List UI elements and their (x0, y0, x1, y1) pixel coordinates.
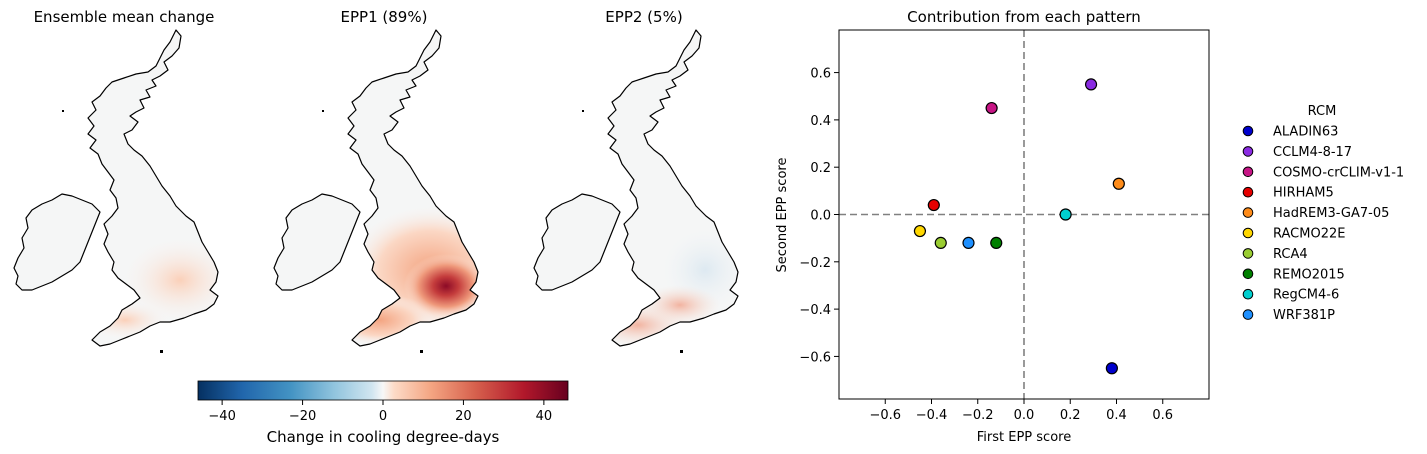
point-wrf381p (962, 236, 975, 249)
point-racmo22e (913, 224, 927, 238)
legend-marker (1242, 248, 1254, 259)
legend-label: WRF381P (1273, 308, 1335, 323)
y-tick-label: 0.0 (810, 209, 831, 224)
point-rca4 (934, 236, 947, 249)
legend-item: WRF381P (1242, 308, 1335, 323)
legend-label: RACMO22E (1273, 227, 1345, 242)
legend-marker (1242, 309, 1254, 320)
isles-of-scilly (420, 350, 423, 353)
point-regcm4-6 (1059, 208, 1072, 221)
x-tick-label: −0.4 (916, 408, 948, 423)
legend-item: ALADIN63 (1242, 125, 1338, 140)
legend-label: HIRHAM5 (1273, 186, 1334, 201)
ireland-shape (274, 194, 360, 290)
legend-label: RegCM4-6 (1273, 288, 1339, 303)
ireland-shape (14, 194, 100, 290)
legend-label: REMO2015 (1273, 267, 1345, 282)
legend-label: CCLM4-8-17 (1273, 145, 1352, 160)
y-tick-label: 0.6 (810, 67, 831, 82)
legend-item: HadREM3-GA7-05 (1242, 206, 1389, 221)
colorbar-tick-label: −20 (289, 409, 316, 424)
scatter-points (913, 78, 1125, 375)
great-britain-coastline (347, 29, 479, 347)
legend-marker (1242, 207, 1254, 218)
y-tick-label: −0.6 (799, 350, 831, 365)
colorbar-ticks: −40 −20 0 20 40 (208, 400, 552, 424)
legend-item: COSMO-crCLIM-v1-1 (1242, 165, 1404, 180)
legend-marker (1242, 288, 1254, 300)
ireland-coastline (533, 193, 621, 291)
legend-title: RCM (1308, 104, 1337, 119)
small-island (322, 110, 324, 112)
colorbar-tick-label: 20 (455, 409, 472, 424)
small-island (62, 110, 64, 112)
legend: RCM ALADIN63 CCLM4-8-17 COSMO-crCLIM-v1-1 H… (1242, 104, 1404, 323)
map-title: Ensemble mean change (34, 8, 215, 26)
x-tick-label: 0.2 (1060, 408, 1081, 423)
x-tick-label: −0.6 (869, 408, 901, 423)
point-hirham5 (927, 198, 940, 212)
point-aladin63 (1105, 362, 1118, 375)
maps-panel: Ensemble mean change EPP1 (89%) EPP2 (5%) (13, 8, 739, 353)
x-tick-label: 0.0 (1014, 408, 1035, 423)
legend-item: RCA4 (1242, 247, 1308, 262)
colorbar-label: Change in cooling degree-days (267, 428, 500, 446)
map-field (88, 236, 218, 340)
x-tick-label: 0.6 (1152, 408, 1173, 423)
y-tick-label: −0.2 (799, 256, 831, 271)
legend-marker (1242, 186, 1254, 198)
x-axis-ticks: −0.6 −0.4 −0.2 0.0 0.2 0.4 0.6 (869, 399, 1173, 423)
map-mean: Ensemble mean change (13, 8, 219, 353)
great-britain-coastline (87, 29, 219, 347)
legend-label: COSMO-crCLIM-v1-1 (1273, 165, 1404, 180)
point-remo2015 (990, 236, 1003, 249)
legend-marker (1242, 146, 1254, 157)
map-title: EPP2 (5%) (605, 8, 682, 26)
ireland-coastline (273, 193, 361, 291)
chart-title: Contribution from each pattern (907, 8, 1141, 26)
colorbar: −40 −20 0 20 40 Change in cooling degree-day… (197, 380, 569, 446)
legend-items: ALADIN63 CCLM4-8-17 COSMO-crCLIM-v1-1 HIRHA… (1242, 125, 1404, 323)
colorbar-tick-label: −40 (208, 409, 235, 424)
legend-item: CCLM4-8-17 (1242, 145, 1352, 160)
map-epp2: EPP2 (5%) (533, 8, 739, 353)
point-cosmo-crclim-v1-1 (985, 101, 998, 115)
small-island (582, 110, 584, 112)
ireland-coastline (13, 193, 101, 291)
point-cclm4-8-17 (1084, 78, 1098, 91)
legend-marker (1242, 166, 1254, 178)
legend-label: HadREM3-GA7-05 (1273, 206, 1389, 221)
legend-marker (1242, 125, 1254, 137)
colorbar-tick-label: 40 (536, 409, 553, 424)
legend-marker (1242, 227, 1254, 239)
ireland-shape (534, 194, 620, 290)
colorbar-tick-label: 0 (379, 409, 387, 424)
legend-marker (1242, 268, 1254, 280)
x-tick-label: 0.4 (1106, 408, 1127, 423)
legend-item: REMO2015 (1242, 267, 1345, 282)
legend-item: HIRHAM5 (1242, 186, 1334, 201)
map-epp1: EPP1 (89%) (273, 8, 479, 353)
x-axis-label: First EPP score (977, 430, 1071, 445)
y-axis-ticks: −0.6 −0.4 −0.2 0.0 0.2 0.4 0.6 (799, 67, 839, 365)
scatter-chart: Contribution from each pattern −0.6 −0.4−… (775, 8, 1210, 445)
y-tick-label: −0.4 (799, 303, 831, 318)
y-axis-label: Second EPP score (775, 158, 790, 273)
point-hadrem3-ga7-05 (1112, 177, 1125, 190)
legend-label: ALADIN63 (1273, 125, 1338, 140)
isles-of-scilly (680, 350, 683, 353)
legend-item: RegCM4-6 (1242, 288, 1339, 303)
legend-label: RCA4 (1273, 247, 1308, 262)
legend-item: RACMO22E (1242, 227, 1345, 242)
x-tick-label: −0.2 (962, 408, 994, 423)
isles-of-scilly (160, 350, 163, 353)
map-title: EPP1 (89%) (341, 8, 428, 26)
y-tick-label: 0.2 (810, 161, 831, 176)
y-tick-label: 0.4 (810, 114, 831, 129)
colorbar-bar (197, 380, 569, 401)
great-britain-coastline (607, 29, 739, 347)
